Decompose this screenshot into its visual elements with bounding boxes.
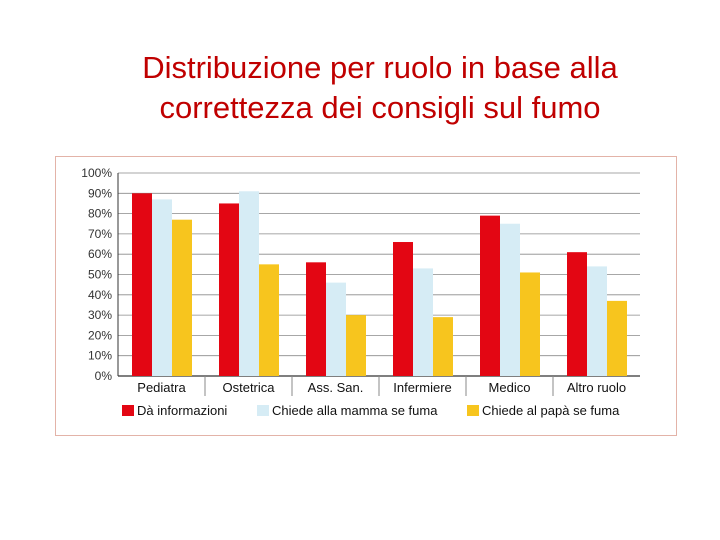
- bar-chiede-papa: [172, 219, 192, 376]
- legend-label: Chiede al papà se fuma: [482, 403, 620, 418]
- bar-chiede-mamma: [152, 199, 172, 376]
- bar-da-informazioni: [306, 262, 326, 376]
- bar-chiede-mamma: [587, 266, 607, 376]
- category-label: Infermiere: [393, 380, 452, 395]
- y-tick-label: 20%: [88, 328, 112, 342]
- bar-da-informazioni: [480, 215, 500, 376]
- bar-da-informazioni: [132, 193, 152, 376]
- category-label: Ostetrica: [222, 380, 275, 395]
- category-label: Altro ruolo: [567, 380, 626, 395]
- y-tick-label: 90%: [88, 186, 112, 200]
- title-line-2: correttezza dei consigli sul fumo: [159, 90, 601, 125]
- y-tick-label: 40%: [88, 288, 112, 302]
- slide-title: Distribuzione per ruolo in base alla cor…: [0, 48, 720, 128]
- y-tick-label: 10%: [88, 349, 112, 363]
- y-tick-label: 50%: [88, 268, 112, 282]
- legend-label: Chiede alla mamma se fuma: [272, 403, 438, 418]
- bar-da-informazioni: [567, 252, 587, 376]
- y-tick-label: 30%: [88, 308, 112, 322]
- bar-chiede-papa: [259, 264, 279, 376]
- title-line-1: Distribuzione per ruolo in base alla: [142, 50, 618, 85]
- chart-frame: 0% 10% 20% 30% 40% 50% 60% 70% 80% 90% 100% Pediatr…: [55, 156, 677, 436]
- bar-chiede-mamma: [239, 191, 259, 376]
- category-label: Ass. San.: [308, 380, 364, 395]
- bar-chiede-papa: [433, 317, 453, 376]
- bar-chiede-mamma: [413, 268, 433, 376]
- legend-swatch: [122, 405, 134, 416]
- bar-chiede-papa: [346, 315, 366, 376]
- y-tick-label: 0%: [95, 369, 113, 383]
- category-label: Pediatra: [137, 380, 186, 395]
- legend-swatch: [467, 405, 479, 416]
- bar-da-informazioni: [219, 203, 239, 376]
- bar-da-informazioni: [393, 242, 413, 376]
- y-tick-label: 60%: [88, 247, 112, 261]
- bar-chiede-papa: [607, 300, 627, 376]
- bar-chiede-papa: [520, 272, 540, 376]
- bar-chiede-mamma: [326, 282, 346, 376]
- y-tick-label: 100%: [81, 166, 112, 180]
- y-tick-label: 80%: [88, 207, 112, 221]
- bar-chiede-mamma: [500, 223, 520, 376]
- y-tick-label: 70%: [88, 227, 112, 241]
- legend-swatch: [257, 405, 269, 416]
- bar-chart: 0% 10% 20% 30% 40% 50% 60% 70% 80% 90% 100% Pediatr…: [81, 166, 640, 418]
- legend-label: Dà informazioni: [137, 403, 227, 418]
- category-label: Medico: [489, 380, 531, 395]
